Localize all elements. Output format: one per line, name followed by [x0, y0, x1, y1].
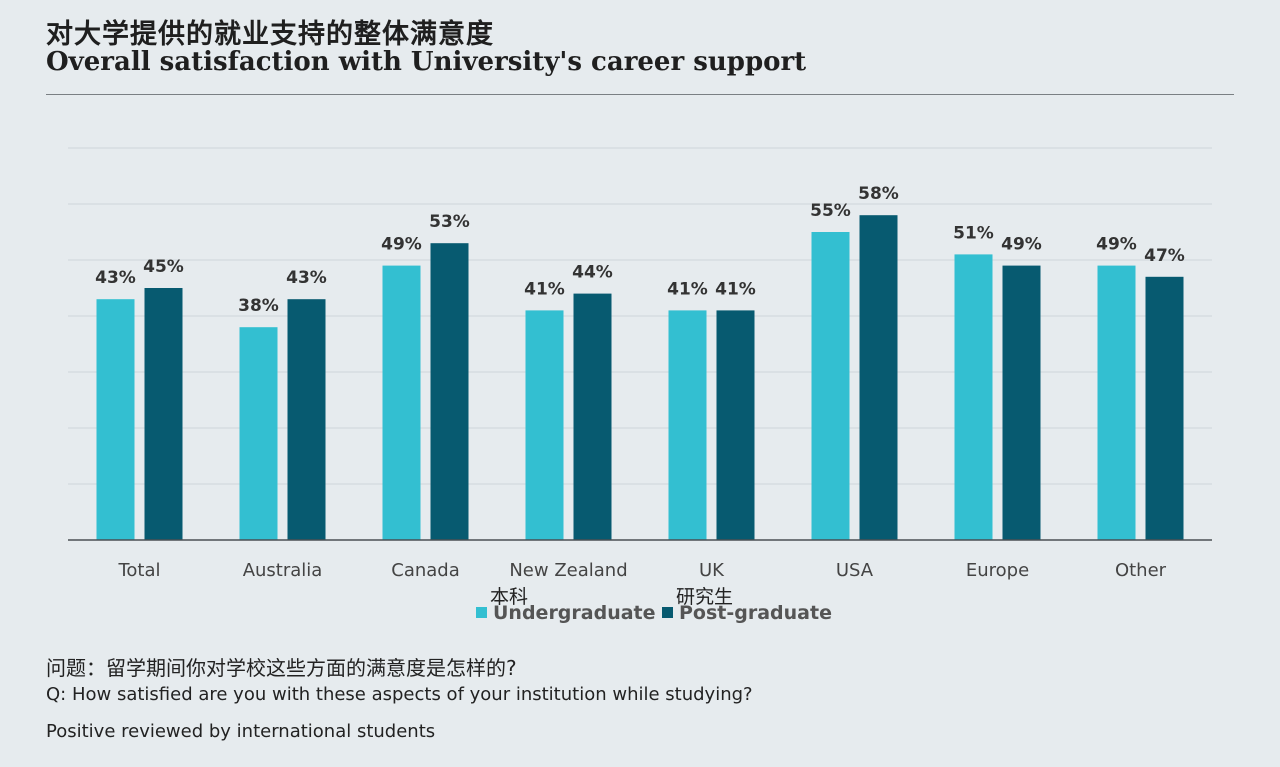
legend-label-postgraduate-cn: 研究生	[676, 586, 734, 608]
data-label: 53%	[429, 212, 470, 232]
legend-swatch-postgraduate	[662, 607, 673, 618]
category-label: USA	[836, 560, 874, 581]
bar-post-graduate-total	[144, 288, 183, 540]
data-label: 38%	[238, 296, 279, 316]
legend-swatch-undergraduate	[476, 607, 487, 618]
bar-post-graduate-canada	[430, 243, 469, 540]
bar-undergraduate-new-zealand	[525, 310, 564, 540]
title-divider	[46, 94, 1234, 95]
bar-undergraduate-uk	[668, 310, 707, 540]
data-label: 55%	[810, 201, 851, 221]
bar-post-graduate-uk	[716, 310, 755, 540]
category-label: Europe	[966, 560, 1029, 581]
category-label: Other	[1115, 560, 1167, 581]
data-label: 49%	[1001, 235, 1042, 255]
category-label: Canada	[391, 560, 460, 581]
bar-undergraduate-usa	[811, 232, 850, 540]
chart-title-english: Overall satisfaction with University's c…	[46, 47, 807, 77]
bar-post-graduate-europe	[1002, 265, 1041, 540]
data-label: 51%	[953, 223, 994, 243]
category-label: Total	[117, 560, 160, 581]
bar-undergraduate-australia	[239, 327, 278, 540]
bar-chart: 43% 45% Total 38% 43% Australia 49% 53% Canada 41…	[68, 147, 1212, 581]
data-label: 43%	[286, 268, 327, 288]
bar-post-graduate-new-zealand	[573, 293, 612, 540]
data-label: 58%	[858, 184, 899, 204]
bar-undergraduate-other	[1097, 265, 1136, 540]
category-label: UK	[699, 560, 725, 581]
data-label: 41%	[524, 279, 565, 299]
data-label: 43%	[95, 268, 136, 288]
data-label: 47%	[1144, 246, 1185, 266]
survey-question-english: Q: How satisfied are you with these aspe…	[46, 684, 753, 705]
data-label: 41%	[667, 279, 708, 299]
data-label: 49%	[1096, 235, 1137, 255]
bar-undergraduate-total	[96, 299, 135, 540]
bar-post-graduate-usa	[859, 215, 898, 540]
data-label: 45%	[143, 257, 184, 277]
legend-label-postgraduate: Post-graduate	[679, 602, 832, 624]
bar-undergraduate-canada	[382, 265, 421, 540]
data-label: 41%	[715, 279, 756, 299]
data-label: 44%	[572, 263, 613, 283]
data-label: 49%	[381, 235, 422, 255]
bar-post-graduate-australia	[287, 299, 326, 540]
source-note: Positive reviewed by international stude…	[46, 721, 436, 742]
category-label: New Zealand	[509, 560, 627, 581]
legend-label-undergraduate: Undergraduate	[493, 602, 656, 624]
bar-undergraduate-europe	[954, 254, 993, 540]
category-label: Australia	[243, 560, 323, 581]
survey-question-chinese: 问题：留学期间你对学校这些方面的满意度是怎样的?	[46, 656, 517, 680]
chart-title-chinese: 对大学提供的就业支持的整体满意度	[46, 19, 494, 50]
bar-post-graduate-other	[1145, 276, 1184, 540]
legend-label-undergraduate-cn: 本科	[490, 586, 529, 608]
